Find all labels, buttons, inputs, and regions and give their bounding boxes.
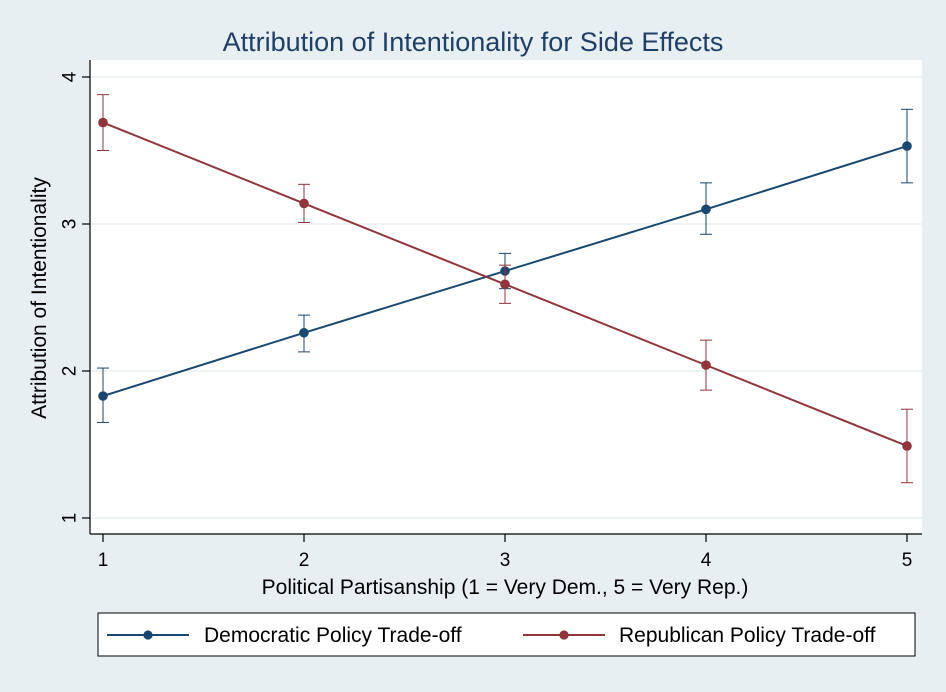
x-tick-label: 2 bbox=[299, 550, 310, 571]
data-point bbox=[500, 279, 510, 290]
legend-label-republican: Republican Policy Trade-off bbox=[619, 624, 876, 647]
y-tick-label: 2 bbox=[60, 366, 81, 377]
series-layer bbox=[97, 94, 913, 484]
data-point bbox=[902, 141, 912, 151]
data-point bbox=[299, 327, 309, 338]
y-axis-ticks: 1 2 3 4 bbox=[60, 71, 90, 523]
y-tick-label: 4 bbox=[60, 71, 81, 82]
x-tick-label: 3 bbox=[500, 550, 511, 571]
x-axis-ticks: 1 2 3 4 5 bbox=[98, 534, 913, 571]
y-tick-label: 1 bbox=[60, 513, 81, 524]
data-point bbox=[701, 204, 711, 215]
x-tick-label: 1 bbox=[98, 550, 109, 571]
data-point bbox=[902, 441, 912, 451]
x-tick-label: 5 bbox=[902, 550, 913, 571]
plot-area bbox=[90, 60, 922, 534]
legend-label-democratic: Democratic Policy Trade-off bbox=[204, 624, 462, 647]
chart-title: Attribution of Intentionality for Side E… bbox=[223, 27, 724, 57]
x-axis-label: Political Partisanship (1 = Very Dem., 5… bbox=[262, 576, 749, 599]
y-axis-label: Attribution of Intentionality bbox=[28, 177, 51, 419]
data-point bbox=[98, 391, 108, 401]
legend-marker-republican bbox=[559, 630, 569, 640]
data-point bbox=[299, 198, 309, 209]
data-point bbox=[701, 360, 711, 370]
grid-lines bbox=[90, 76, 922, 519]
y-tick-label: 3 bbox=[60, 219, 81, 230]
legend: Democratic Policy Trade-off Republican P… bbox=[97, 612, 916, 657]
legend-marker-democratic bbox=[143, 630, 153, 640]
x-tick-label: 4 bbox=[701, 550, 712, 571]
legend-box bbox=[97, 612, 916, 657]
data-point bbox=[98, 117, 108, 128]
series-1 bbox=[97, 94, 913, 484]
